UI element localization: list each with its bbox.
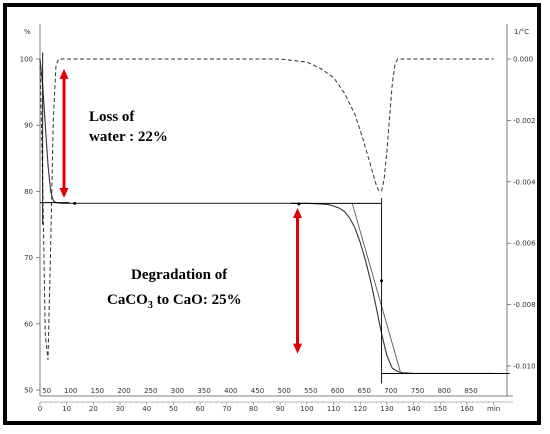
time-tick-label: 30	[116, 405, 125, 413]
left-tick-label: 90	[24, 122, 33, 130]
time-tick-label: 70	[222, 405, 231, 413]
water-loss-arrow-head-bottom	[59, 188, 69, 199]
time-tick-label: 140	[407, 405, 420, 413]
right-unit-label: 1/°C	[514, 28, 529, 36]
right-tick-label: -0.006	[513, 240, 536, 248]
time-tick-label: 120	[354, 405, 367, 413]
temp-tick-label: 450	[251, 387, 264, 395]
temp-tick-label: 300	[171, 387, 184, 395]
degradation-label-line1: Degradation of	[131, 267, 228, 283]
tangent-line	[351, 203, 401, 372]
time-tick-label: 100	[300, 405, 313, 413]
temp-tick-label: 250	[144, 387, 157, 395]
temp-tick-label: 150	[91, 387, 104, 395]
step-marker-dot	[380, 279, 384, 283]
right-tick-label: -0.008	[513, 301, 536, 309]
time-tick-label: 40	[142, 405, 151, 413]
temp-tick-label: 350	[197, 387, 210, 395]
water-loss-label-line1: Loss of	[89, 109, 135, 125]
time-tick-label: 150	[434, 405, 447, 413]
temp-tick-label: 800	[438, 387, 451, 395]
left-tick-label: 50	[24, 387, 33, 395]
water-loss-arrow-head-top	[59, 68, 69, 79]
water-loss-label-line2: water : 22%	[89, 129, 168, 145]
right-tick-label: 0.000	[513, 56, 533, 64]
right-tick-label: -0.002	[513, 117, 536, 125]
time-tick-label: 10	[62, 405, 71, 413]
left-unit-label: %	[24, 28, 31, 36]
temp-tick-label: 700	[384, 387, 397, 395]
temp-tick-label: 200	[117, 387, 130, 395]
step-marker-dot	[73, 201, 77, 205]
tg-solid-curve	[39, 58, 494, 374]
time-tick-label: 20	[89, 405, 98, 413]
degradation-arrow-head-bottom	[293, 343, 303, 354]
figure-frame	[3, 3, 541, 425]
temp-tick-label: 650	[358, 387, 371, 395]
time-tick-label: 160	[460, 405, 473, 413]
left-tick-label: 60	[24, 320, 33, 328]
right-tick-label: -0.010	[513, 363, 536, 371]
temp-tick-label: 750	[411, 387, 424, 395]
time-tick-label: 0	[38, 405, 42, 413]
temp-tick-label: 100	[64, 387, 77, 395]
time-tick-label: 110	[327, 405, 340, 413]
dtg-dashed-curve	[39, 58, 494, 360]
left-tick-label: 80	[24, 188, 33, 196]
degradation-arrow-head-top	[293, 207, 303, 218]
time-tick-label: 80	[249, 405, 258, 413]
degradation-label-line2: CaCO3 to CaO: 25%	[107, 292, 242, 311]
time-tick-label: 130	[380, 405, 393, 413]
left-tick-label: 100	[20, 56, 33, 64]
temp-tick-label: 50	[42, 387, 51, 395]
time-tick-label: 60	[196, 405, 205, 413]
temp-tick-label: 850	[464, 387, 477, 395]
left-tick-label: 70	[24, 254, 33, 262]
time-tick-label: 50	[169, 405, 178, 413]
time-tick-label: 90	[276, 405, 285, 413]
temp-tick-label: 400	[224, 387, 237, 395]
right-tick-label: -0.004	[513, 178, 536, 186]
temp-tick-label: 550	[304, 387, 317, 395]
step-marker-dot	[297, 202, 301, 206]
temp-tick-label: 500	[277, 387, 290, 395]
temp-tick-label: 600	[331, 387, 344, 395]
time-tick-label: min	[487, 405, 500, 413]
